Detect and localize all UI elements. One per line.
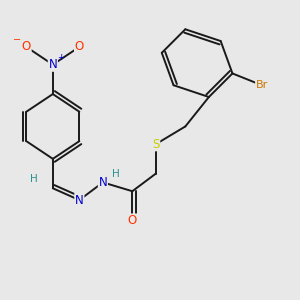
Text: −: − xyxy=(14,34,22,45)
Text: S: S xyxy=(152,138,160,151)
Text: N: N xyxy=(49,58,57,71)
Text: H: H xyxy=(30,174,38,184)
Text: O: O xyxy=(128,214,137,227)
Text: N: N xyxy=(75,194,84,207)
Text: N: N xyxy=(98,176,107,189)
Text: Br: Br xyxy=(256,80,268,90)
Text: O: O xyxy=(22,40,31,53)
Text: H: H xyxy=(112,169,120,178)
Text: O: O xyxy=(75,40,84,53)
Text: +: + xyxy=(57,53,65,62)
